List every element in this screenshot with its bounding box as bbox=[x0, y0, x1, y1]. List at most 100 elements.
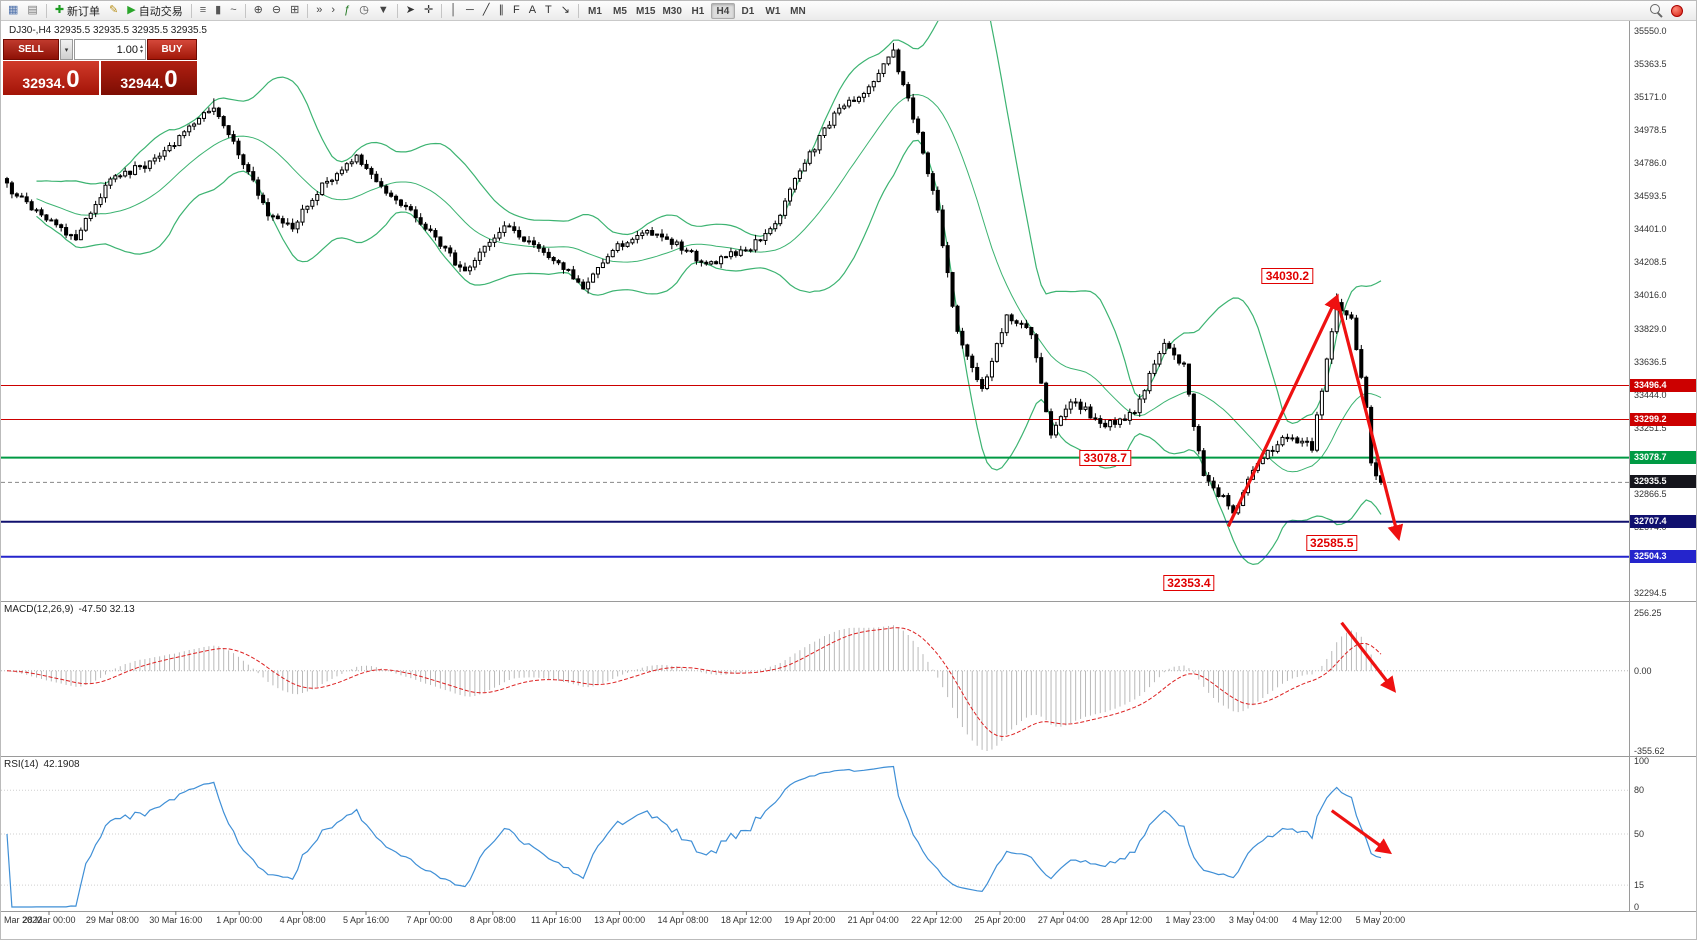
volume-input[interactable]: 1.00 ▴ ▾ bbox=[74, 39, 146, 60]
rsi-scale-tick: 50 bbox=[1634, 829, 1645, 839]
cursor-icon: ➤ bbox=[405, 4, 415, 16]
rsi-indicator-label: RSI(14) 42.1908 bbox=[4, 759, 80, 770]
chart-shift-icon: › bbox=[331, 4, 336, 16]
fibonacci-icon[interactable]: F bbox=[509, 2, 524, 19]
toolbar: ▦ ▤ ✚ 新订单 ✎ ▶ 自动交易 ≡ ▮ ~ ⊕ ⊖ ⊞ » › ƒ ◷ ▼ ➤ ✛ │ ─ ╱ ∥ F A T ↘ M1 M5 M15… bbox=[1, 1, 1696, 21]
vertical-line-icon: │ bbox=[450, 4, 458, 16]
timeframe-w1-button[interactable]: W1 bbox=[765, 5, 781, 17]
buy-price-main: 32944. bbox=[120, 74, 164, 91]
crosshair-icon[interactable]: ✛ bbox=[420, 2, 437, 19]
vertical-line-icon[interactable]: │ bbox=[446, 2, 461, 19]
tile-windows-icon[interactable]: ⊞ bbox=[286, 2, 303, 19]
price-annotation[interactable]: 32585.5 bbox=[1306, 534, 1358, 551]
spinner-down-icon[interactable]: ▾ bbox=[139, 48, 143, 55]
label-icon[interactable]: T bbox=[541, 2, 556, 19]
timeframe-d1-button[interactable]: D1 bbox=[741, 5, 755, 17]
time-axis-label: 1 May 23:00 bbox=[1165, 915, 1215, 925]
toolbar-separator bbox=[244, 3, 246, 18]
toolbar-right bbox=[1650, 4, 1693, 17]
periods-icon: ◷ bbox=[359, 4, 369, 16]
price-scale-tick: 33444.0 bbox=[1634, 389, 1667, 400]
rsi-scale-tick: 0 bbox=[1634, 902, 1640, 912]
price-level-tag: 32504.3 bbox=[1630, 549, 1696, 563]
play-icon: ▶ bbox=[127, 4, 136, 16]
auto-scroll-icon[interactable]: » bbox=[312, 2, 326, 19]
templates-icon: ▼ bbox=[377, 4, 389, 16]
one-click-top-row: SELL ▾ 1.00 ▴ ▾ BUY bbox=[3, 39, 197, 60]
time-axis-label: 22 Apr 12:00 bbox=[911, 915, 963, 925]
sell-button[interactable]: SELL bbox=[3, 39, 59, 60]
new-chart-icon[interactable]: ▦ bbox=[4, 2, 22, 19]
templates-icon[interactable]: ▼ bbox=[374, 2, 393, 19]
new-order-button[interactable]: ✚ 新订单 bbox=[51, 2, 104, 19]
time-axis-label: 4 Apr 08:00 bbox=[279, 915, 326, 925]
notifications-icon[interactable] bbox=[1671, 4, 1683, 17]
macd-indicator-label: MACD(12,26,9) -47.50 32.13 bbox=[4, 604, 135, 615]
metaeditor-icon[interactable]: ✎ bbox=[105, 2, 122, 19]
spinner-up-icon[interactable]: ▴ bbox=[139, 43, 143, 50]
price-annotation[interactable]: 34030.2 bbox=[1261, 268, 1314, 285]
profiles-icon[interactable]: ▤ bbox=[23, 2, 41, 19]
timeframe-m15-button[interactable]: M15 bbox=[635, 5, 656, 17]
timeframe-mn-button[interactable]: MN bbox=[790, 5, 806, 17]
trendline-icon[interactable]: ╱ bbox=[479, 2, 494, 19]
time-axis-label: 11 Apr 16:00 bbox=[531, 915, 582, 925]
time-axis-label: 13 Apr 00:00 bbox=[594, 915, 646, 925]
buy-price-button[interactable]: 32944. 0 bbox=[101, 61, 197, 95]
trendline-icon: ╱ bbox=[482, 4, 490, 16]
line-chart-icon: ~ bbox=[230, 4, 237, 16]
price-scale-tick: 35550.0 bbox=[1634, 26, 1667, 36]
periods-icon[interactable]: ◷ bbox=[355, 2, 373, 19]
horizontal-line-icon[interactable]: ─ bbox=[462, 2, 478, 19]
channel-icon[interactable]: ∥ bbox=[494, 2, 508, 19]
timeframe-m5-button[interactable]: M5 bbox=[613, 5, 627, 17]
plus-icon: ✚ bbox=[54, 4, 65, 16]
sell-price-button[interactable]: 32934. 0 bbox=[3, 61, 99, 95]
zoom-in-icon[interactable]: ⊕ bbox=[250, 2, 267, 19]
zoom-out-icon[interactable]: ⊖ bbox=[268, 2, 285, 19]
autotrading-button[interactable]: ▶ 自动交易 bbox=[123, 2, 186, 19]
time-axis-label: 7 Apr 00:00 bbox=[406, 915, 453, 925]
volume-value: 1.00 bbox=[116, 43, 138, 56]
text-icon: A bbox=[528, 4, 537, 16]
one-click-trading-panel: SELL ▾ 1.00 ▴ ▾ BUY 32934. 0 32944. 0 bbox=[3, 39, 197, 95]
buy-button[interactable]: BUY bbox=[147, 39, 197, 60]
price-scale-tick: 33636.5 bbox=[1634, 356, 1667, 367]
timeframe-m1-button[interactable]: M1 bbox=[588, 5, 602, 17]
text-icon[interactable]: A bbox=[525, 2, 540, 19]
bars-chart-icon[interactable]: ≡ bbox=[196, 2, 210, 19]
chart-shift-icon[interactable]: › bbox=[327, 2, 339, 19]
timeframe-h1-button[interactable]: H1 bbox=[691, 5, 705, 17]
timeframe-h4-button[interactable]: H4 bbox=[710, 2, 735, 19]
toolbar-separator bbox=[577, 3, 579, 18]
one-click-options-dropdown[interactable]: ▾ bbox=[60, 39, 73, 60]
chevron-down-icon: ▾ bbox=[64, 46, 69, 54]
time-axis-label: 1 Apr 00:00 bbox=[216, 915, 263, 925]
cursor-icon[interactable]: ➤ bbox=[402, 2, 419, 19]
new-order-button-label: 新订单 bbox=[67, 5, 101, 18]
time-axis-label: 4 May 12:00 bbox=[1292, 915, 1342, 925]
price-level-tag: 33299.2 bbox=[1630, 412, 1696, 426]
candles-chart-icon[interactable]: ▮ bbox=[211, 2, 225, 19]
line-chart-icon[interactable]: ~ bbox=[226, 2, 240, 19]
toolbar-separator bbox=[45, 3, 47, 18]
time-axis-label: 28 Mar 00:00 bbox=[22, 915, 76, 925]
macd-values: -47.50 32.13 bbox=[78, 604, 135, 615]
buy-price-big: 0 bbox=[164, 66, 178, 93]
current-price-tag: 32935.5 bbox=[1630, 475, 1696, 489]
price-annotation[interactable]: 32353.4 bbox=[1163, 574, 1215, 591]
indicators-icon[interactable]: ƒ bbox=[340, 2, 354, 19]
timeframe-m30-button[interactable]: M30 bbox=[662, 5, 682, 17]
time-axis-label: 28 Apr 12:00 bbox=[1101, 915, 1153, 925]
arrows-tool-icon: ↘ bbox=[560, 4, 570, 16]
search-icon[interactable] bbox=[1650, 4, 1663, 17]
price-scale-tick: 34786.0 bbox=[1634, 158, 1667, 169]
crosshair-icon: ✛ bbox=[423, 4, 434, 16]
arrows-tool-icon[interactable]: ↘ bbox=[557, 2, 574, 19]
price-annotation[interactable]: 33078.7 bbox=[1079, 449, 1131, 466]
rsi-scale-tick: 80 bbox=[1634, 785, 1645, 796]
volume-spinner[interactable]: ▴ ▾ bbox=[139, 43, 143, 55]
time-axis-label: 14 Apr 08:00 bbox=[657, 915, 709, 925]
